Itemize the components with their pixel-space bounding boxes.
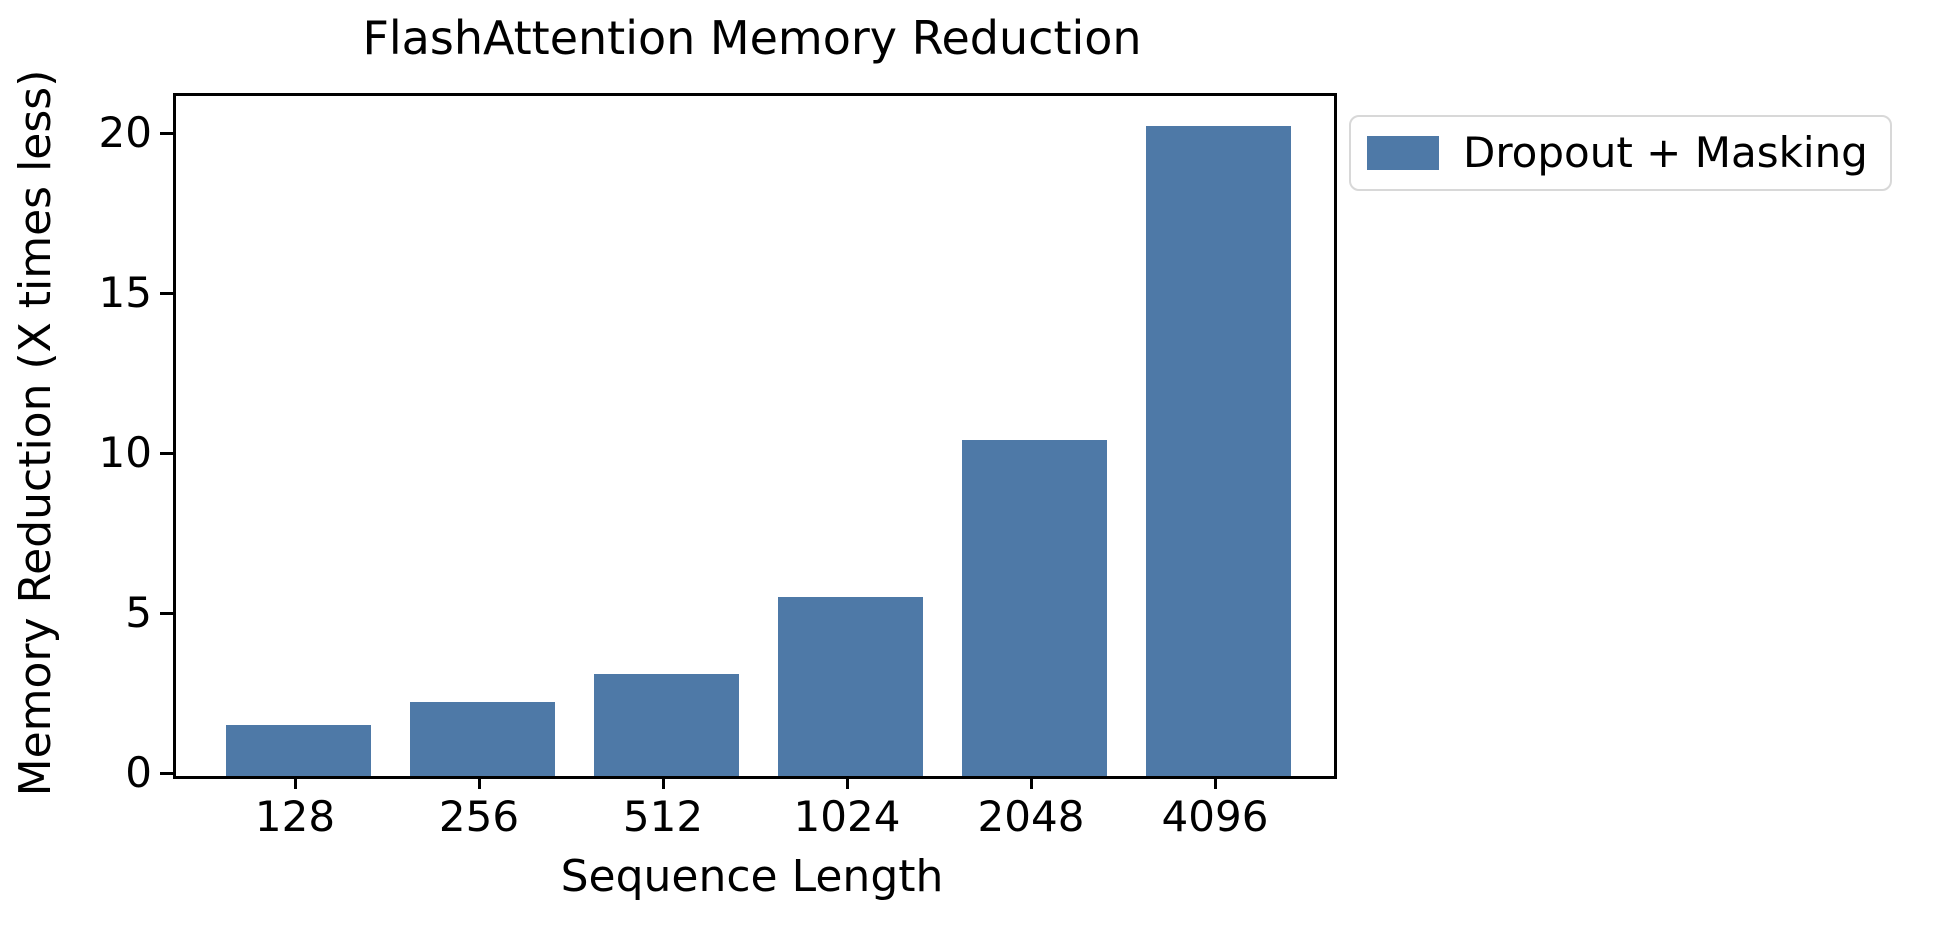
y-tick-label: 0 — [125, 748, 152, 797]
y-tick-label: 5 — [125, 588, 152, 637]
legend-label: Dropout + Masking — [1463, 128, 1868, 177]
x-tick-label: 1024 — [793, 792, 901, 841]
x-tick-mark — [1029, 776, 1033, 789]
bar — [409, 702, 555, 776]
x-tick-mark — [477, 776, 481, 789]
chart-title: FlashAttention Memory Reduction — [362, 11, 1142, 65]
y-tick-label: 10 — [98, 428, 152, 477]
bar — [777, 596, 923, 776]
x-tick-label: 2048 — [977, 792, 1085, 841]
y-tick-label: 20 — [98, 108, 152, 157]
y-tick-mark — [160, 611, 173, 615]
plot-area — [173, 93, 1337, 779]
x-tick-mark — [661, 776, 665, 789]
x-tick-label: 128 — [254, 792, 336, 841]
x-tick-label: 256 — [438, 792, 520, 841]
x-tick-label: 512 — [622, 792, 704, 841]
y-tick-mark — [160, 771, 173, 775]
legend: Dropout + Masking — [1349, 115, 1892, 191]
x-tick-mark — [845, 776, 849, 789]
bar — [225, 724, 371, 776]
x-tick-mark — [1213, 776, 1217, 789]
x-tick-label: 4096 — [1161, 792, 1269, 841]
y-tick-label: 15 — [98, 268, 152, 317]
legend-swatch-icon — [1367, 136, 1439, 170]
x-tick-mark — [293, 776, 297, 789]
y-tick-mark — [160, 291, 173, 295]
y-tick-mark — [160, 451, 173, 455]
x-axis-label: Sequence Length — [560, 851, 944, 902]
y-tick-mark — [160, 131, 173, 135]
bar — [961, 440, 1107, 776]
bar — [1145, 126, 1291, 776]
bar — [593, 673, 739, 776]
